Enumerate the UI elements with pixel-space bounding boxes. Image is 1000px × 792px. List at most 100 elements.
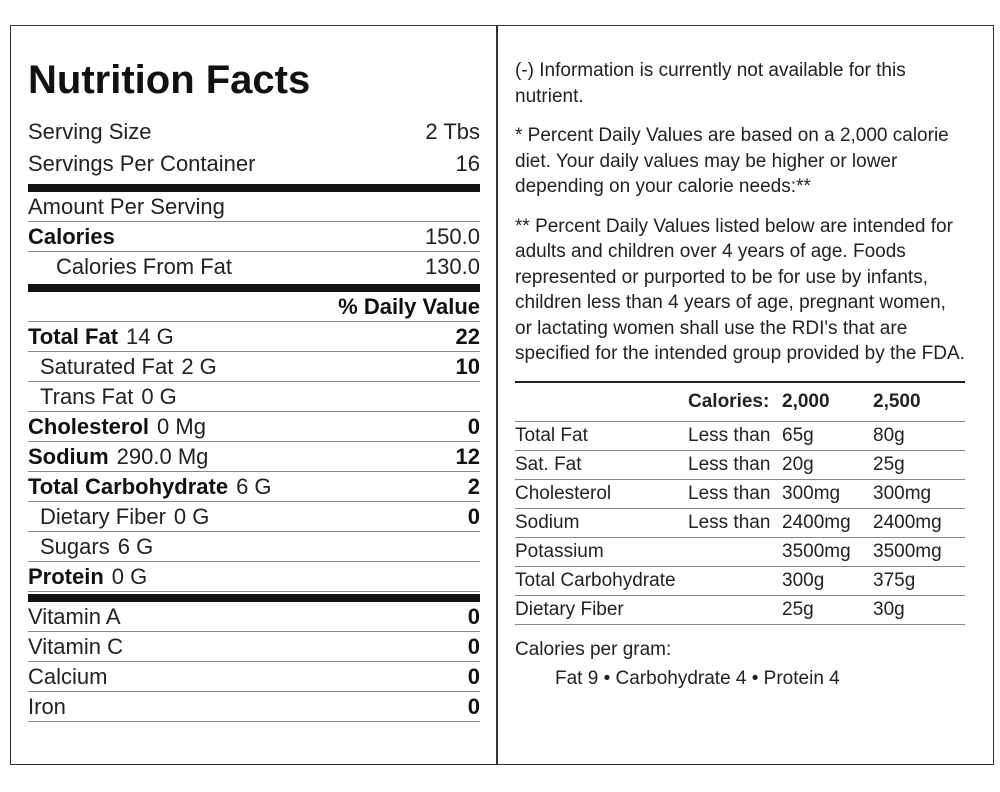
nutrient-row: Protein 0 G [28, 562, 480, 592]
header-empty [515, 380, 688, 422]
row-value-2000: 300g [782, 566, 873, 596]
nutrient-amount: 14 G [126, 323, 174, 349]
nutrient-name-group: Protein 0 G [28, 564, 147, 590]
nutrient-name: Trans Fat [40, 383, 134, 409]
nutrient-amount: 0 G [173, 503, 210, 529]
nutrient-amount: 290.0 Mg [116, 443, 209, 469]
serving-value: 16 [455, 151, 480, 176]
calories-per-gram-detail: Fat 9 • Carbohydrate 4 • Protein 4 [555, 667, 840, 689]
row-limit: Less than [688, 508, 782, 538]
row-value-2000: 3500mg [782, 537, 873, 567]
nutrient-dv: 10 [455, 353, 480, 379]
calories-value: 150.0 [424, 223, 480, 249]
row-value-2500: 375g [873, 566, 965, 596]
vitamin-name: Iron [28, 693, 66, 719]
nutrient-row: Sodium 290.0 Mg 12 [28, 442, 480, 472]
row-value-2500: 2400mg [873, 508, 965, 538]
row-name: Sodium [515, 508, 688, 538]
panel-divider [496, 25, 498, 765]
row-value-2000: 300mg [782, 479, 873, 509]
row-limit-empty [688, 595, 782, 625]
row-value-2000: 20g [782, 450, 873, 480]
row-value-2000: 65g [782, 421, 873, 451]
thick-rule [28, 284, 480, 292]
row-name: Dietary Fiber [515, 595, 688, 625]
nutrient-name: Protein [28, 563, 104, 589]
vitamin-row: Vitamin A 0 [28, 602, 480, 632]
nutrient-name-group: Total Carbohydrate 6 G [28, 474, 272, 500]
vitamin-dv: 0 [467, 603, 480, 629]
nutrient-amount: 6 G [236, 473, 272, 499]
vitamin-dv: 0 [467, 633, 480, 659]
vitamin-row: Vitamin C 0 [28, 632, 480, 662]
serving-row: Servings Per Container 16 [28, 148, 480, 180]
nutrient-name: Sodium [28, 443, 109, 469]
serving-label: Servings Per Container [28, 151, 256, 176]
vitamin-name: Calcium [28, 663, 108, 689]
calories-per-gram: Calories per gram: [515, 638, 672, 660]
nutrient-name-group: Trans Fat 0 G [40, 384, 177, 410]
row-value-2500: 80g [873, 421, 965, 451]
nutrient-name-group: Dietary Fiber 0 G [40, 504, 209, 530]
row-name: Total Carbohydrate [515, 566, 688, 596]
nutrient-row: Saturated Fat 2 G 10 [28, 352, 480, 382]
thick-rule [28, 594, 480, 602]
nutrient-name: Total Carbohydrate [28, 473, 229, 499]
nutrient-dv: 12 [455, 443, 480, 469]
row-limit-empty [688, 566, 782, 596]
nutrient-amount: 0 G [111, 563, 148, 589]
nutrient-amount: 0 G [141, 383, 177, 409]
nutrient-name-group: Sodium 290.0 Mg [28, 444, 208, 470]
table-row: Total Carbohydrate 300g 375g [515, 566, 965, 596]
nutrient-name: Dietary Fiber [40, 503, 166, 529]
title: Nutrition Facts [28, 58, 311, 102]
daily-values-table: Calories: 2,000 2,500 Total Fat Less than 65g… [515, 380, 965, 625]
nutrient-row: Sugars 6 G [28, 532, 480, 562]
nutrient-amount: 6 G [117, 533, 154, 559]
row-value-2000: 2400mg [782, 508, 873, 538]
vitamin-row: Iron 0 [28, 692, 480, 722]
table-row: Dietary Fiber 25g 30g [515, 595, 965, 625]
calories-fat-label: Calories From Fat [56, 254, 233, 279]
row-name: Total Fat [515, 421, 688, 451]
row-value-2500: 30g [873, 595, 965, 625]
label-frame [10, 25, 994, 765]
nutrient-amount: 2 G [181, 353, 217, 379]
nutrient-name-group: Total Fat 14 G [28, 324, 174, 350]
row-value-2500: 300mg [873, 479, 965, 509]
nutrient-name-group: Sugars 6 G [40, 534, 153, 560]
table-row: Sodium Less than 2400mg 2400mg [515, 508, 965, 538]
vitamin-dv: 0 [467, 693, 480, 719]
nutrient-name: Sugars [40, 533, 110, 559]
serving-row: Serving Size 2 Tbs [28, 116, 480, 148]
nutrient-row: Total Carbohydrate 6 G 2 [28, 472, 480, 502]
vitamin-dv: 0 [467, 663, 480, 689]
header-cell: Calories: [688, 380, 782, 422]
row-name: Potassium [515, 537, 688, 567]
nutrient-row: Dietary Fiber 0 G 0 [28, 502, 480, 532]
serving-label: Serving Size [28, 119, 152, 144]
calories-fat-value: 130.0 [424, 254, 480, 279]
calories-label: Calories [28, 223, 115, 249]
nutrient-name-group: Cholesterol 0 Mg [28, 414, 206, 440]
nutrient-row: Total Fat 14 G 22 [28, 322, 480, 352]
table-row: Cholesterol Less than 300mg 300mg [515, 479, 965, 509]
thick-rule [28, 184, 480, 192]
header-cell: 2,000 [782, 380, 873, 422]
row-limit: Less than [688, 421, 782, 451]
calories-fat-row: Calories From Fat 130.0 [28, 252, 480, 282]
dv-header-row: % Daily Value [28, 292, 480, 322]
nutrient-row: Trans Fat 0 G [28, 382, 480, 412]
table-row: Total Fat Less than 65g 80g [515, 421, 965, 451]
nutrient-name: Saturated Fat [40, 353, 174, 379]
nutrient-dv: 0 [467, 413, 480, 439]
row-value-2500: 3500mg [873, 537, 965, 567]
nutrient-amount: 0 Mg [157, 413, 206, 439]
nutrient-dv: 0 [467, 503, 480, 529]
nutrient-row: Cholesterol 0 Mg 0 [28, 412, 480, 442]
row-limit: Less than [688, 479, 782, 509]
table-header: Calories: 2,000 2,500 [515, 380, 965, 422]
table-row: Potassium 3500mg 3500mg [515, 537, 965, 567]
vitamin-row: Calcium 0 [28, 662, 480, 692]
